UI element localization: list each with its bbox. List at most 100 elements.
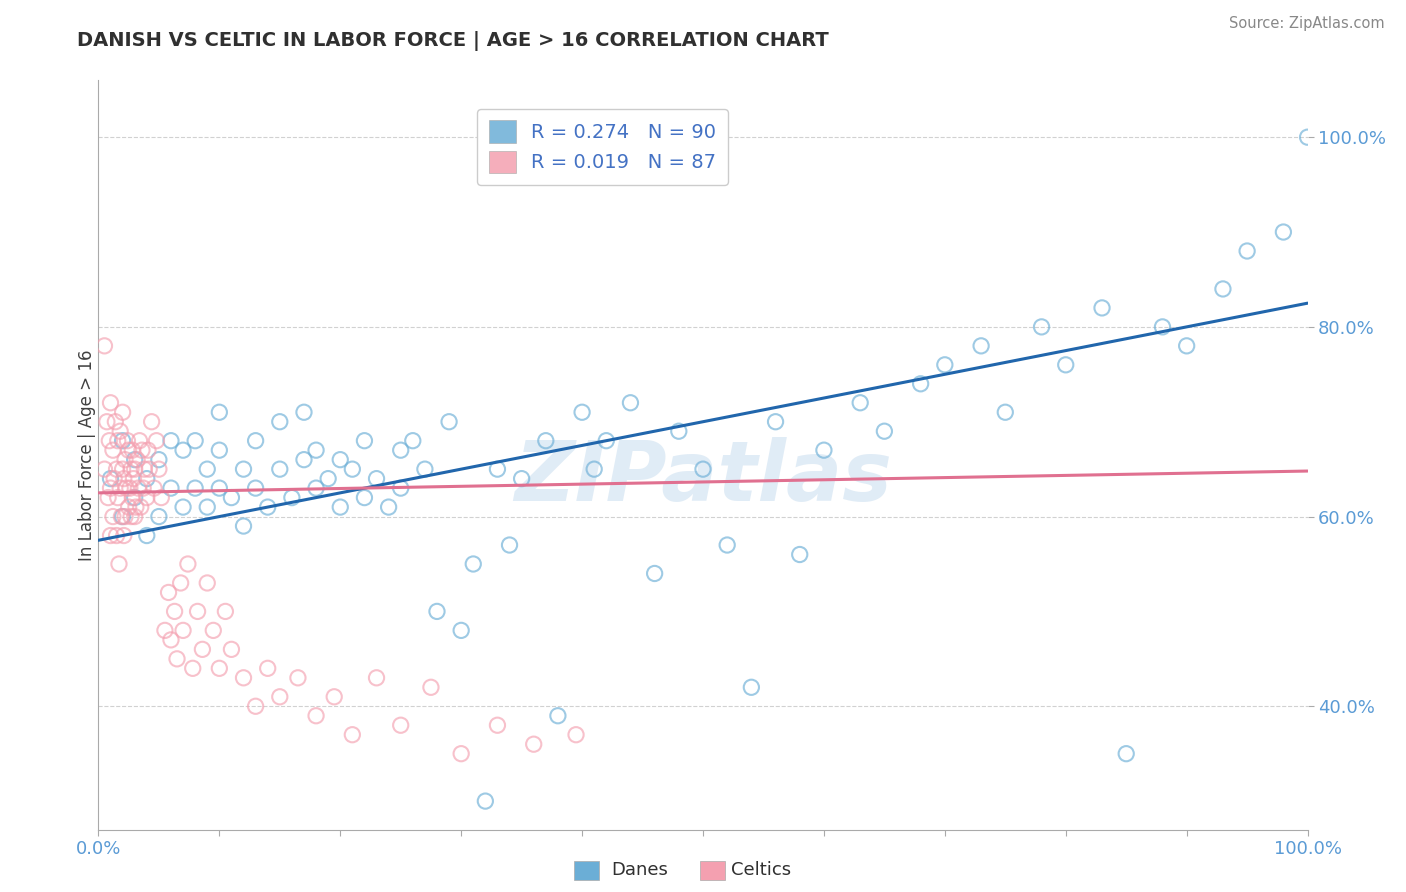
Point — [107, 491, 129, 505]
Point — [849, 396, 872, 410]
Point — [1272, 225, 1295, 239]
Point — [148, 452, 170, 467]
Point — [571, 405, 593, 419]
Point — [214, 604, 236, 618]
Point — [111, 509, 134, 524]
Point — [523, 737, 546, 751]
Point — [377, 500, 399, 514]
Point — [108, 424, 131, 438]
Point — [305, 708, 328, 723]
Point — [135, 491, 157, 505]
Legend: R = 0.274   N = 90, R = 0.019   N = 87: R = 0.274 N = 90, R = 0.019 N = 87 — [477, 109, 728, 185]
Point — [716, 538, 738, 552]
Point — [181, 661, 204, 675]
Point — [595, 434, 617, 448]
Y-axis label: In Labor Force | Age > 16: In Labor Force | Age > 16 — [79, 349, 96, 561]
Point — [112, 528, 135, 542]
Point — [105, 462, 128, 476]
Point — [184, 481, 207, 495]
Point — [202, 624, 225, 638]
Text: ZIPatlas: ZIPatlas — [515, 437, 891, 518]
Point — [292, 405, 315, 419]
Point — [329, 452, 352, 467]
Point — [136, 443, 159, 458]
Point — [163, 604, 186, 618]
Point — [177, 557, 200, 571]
Point — [93, 462, 115, 476]
Text: Source: ZipAtlas.com: Source: ZipAtlas.com — [1229, 16, 1385, 31]
Point — [115, 481, 138, 495]
Point — [97, 491, 120, 505]
Text: Danes: Danes — [612, 861, 668, 879]
Point — [120, 509, 142, 524]
Point — [100, 528, 122, 542]
Text: DANISH VS CELTIC IN LABOR FORCE | AGE > 16 CORRELATION CHART: DANISH VS CELTIC IN LABOR FORCE | AGE > … — [77, 31, 830, 51]
Point — [366, 671, 388, 685]
Point — [426, 604, 449, 618]
Point — [547, 708, 569, 723]
Point — [765, 415, 787, 429]
Point — [148, 462, 170, 476]
Point — [208, 405, 231, 419]
Point — [132, 481, 155, 495]
Point — [232, 462, 254, 476]
Point — [420, 681, 443, 695]
Point — [269, 415, 291, 429]
Point — [127, 452, 149, 467]
Point — [104, 415, 127, 429]
Point — [269, 462, 291, 476]
Point — [135, 472, 157, 486]
Point — [93, 339, 115, 353]
Point — [342, 728, 364, 742]
Point — [305, 443, 328, 458]
Point — [413, 462, 436, 476]
Point — [692, 462, 714, 476]
Point — [353, 434, 375, 448]
Point — [108, 557, 131, 571]
Point — [124, 509, 146, 524]
Point — [141, 415, 163, 429]
Point — [118, 500, 141, 514]
Point — [402, 434, 425, 448]
Point — [583, 462, 606, 476]
Point — [157, 585, 180, 599]
Point — [127, 481, 149, 495]
Point — [269, 690, 291, 704]
Point — [169, 576, 191, 591]
Point — [195, 462, 218, 476]
Point — [873, 424, 896, 438]
Point — [389, 481, 412, 495]
Point — [121, 491, 143, 505]
Point — [208, 661, 231, 675]
Point — [389, 443, 412, 458]
Point — [98, 434, 121, 448]
Point — [498, 538, 520, 552]
Point — [135, 528, 157, 542]
Point — [486, 462, 509, 476]
Point — [128, 434, 150, 448]
Point — [1054, 358, 1077, 372]
Point — [316, 472, 339, 486]
Point — [122, 472, 145, 486]
Point — [111, 462, 134, 476]
Point — [105, 528, 128, 542]
Point — [245, 699, 267, 714]
Point — [329, 500, 352, 514]
Point — [1296, 130, 1319, 145]
Point — [450, 747, 472, 761]
Point — [195, 500, 218, 514]
Point — [245, 481, 267, 495]
Point — [148, 509, 170, 524]
Point — [534, 434, 557, 448]
Point — [172, 443, 194, 458]
Point — [124, 491, 146, 505]
Point — [619, 396, 641, 410]
Point — [1031, 319, 1053, 334]
Point — [281, 491, 304, 505]
Point — [934, 358, 956, 372]
Point — [644, 566, 666, 581]
Point — [323, 690, 346, 704]
Point — [287, 671, 309, 685]
Point — [138, 462, 160, 476]
Point — [160, 481, 183, 495]
